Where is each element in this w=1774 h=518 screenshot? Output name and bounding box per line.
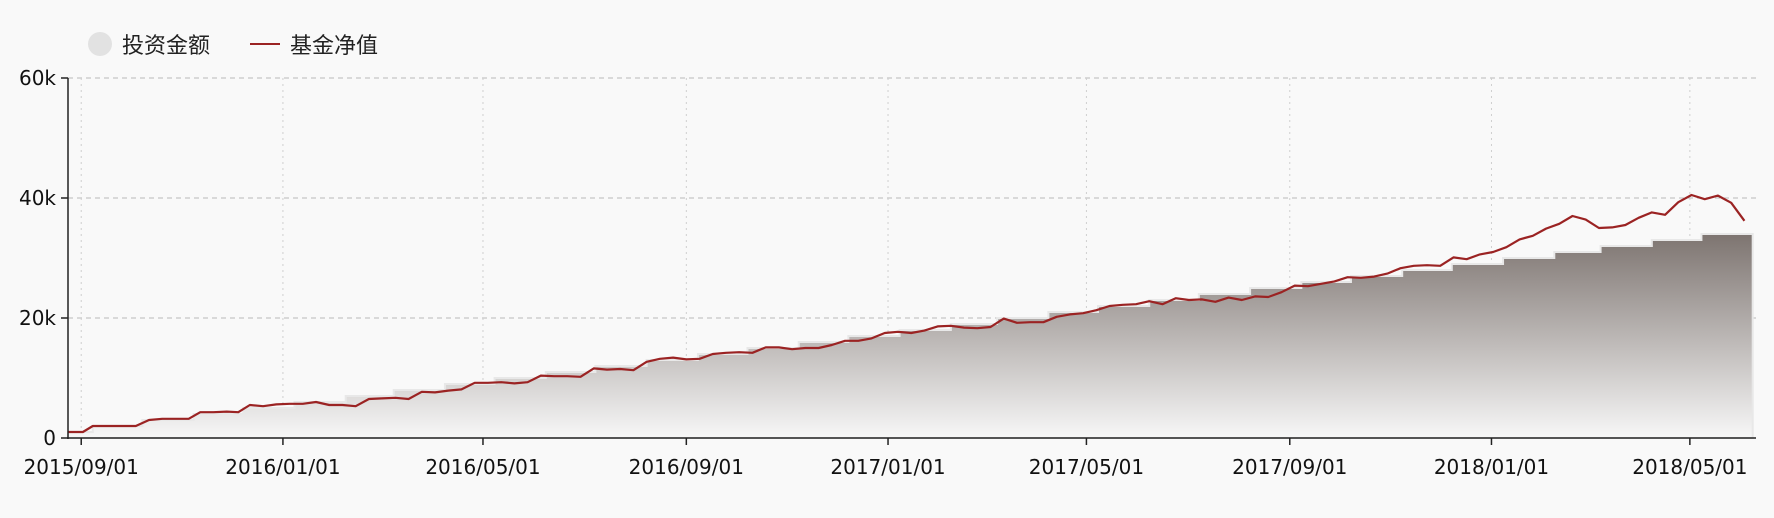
legend-label-nav: 基金净值 xyxy=(290,34,379,59)
x-tick-label: 2016/09/01 xyxy=(629,455,744,479)
x-tick-label: 2017/09/01 xyxy=(1232,455,1347,479)
legend-item-investment[interactable]: 投资金额 xyxy=(88,28,210,60)
x-tick-label: 2018/05/01 xyxy=(1632,455,1747,479)
nav-line xyxy=(68,193,1746,434)
y-tick-label: 20k xyxy=(19,306,56,330)
x-tick-label: 2017/01/01 xyxy=(830,455,945,479)
y-tick-label: 40k xyxy=(19,186,56,210)
legend-swatch-nav-icon xyxy=(250,43,281,45)
investment-area xyxy=(67,233,1754,439)
legend-swatch-investment-icon xyxy=(88,32,112,56)
legend-label-investment: 投资金额 xyxy=(122,34,211,59)
x-tick-label: 2017/05/01 xyxy=(1029,455,1144,479)
legend: 投资金额 基金净值 xyxy=(88,28,378,60)
x-tick-label: 2015/09/01 xyxy=(24,455,139,479)
x-tick-label: 2018/01/01 xyxy=(1434,455,1549,479)
y-tick-label: 60k xyxy=(19,66,56,90)
x-tick-label: 2016/01/01 xyxy=(225,455,340,479)
x-tick-label: 2016/05/01 xyxy=(425,455,540,479)
y-tick-label: 0 xyxy=(43,426,56,450)
legend-item-nav[interactable]: 基金净值 xyxy=(250,28,378,60)
